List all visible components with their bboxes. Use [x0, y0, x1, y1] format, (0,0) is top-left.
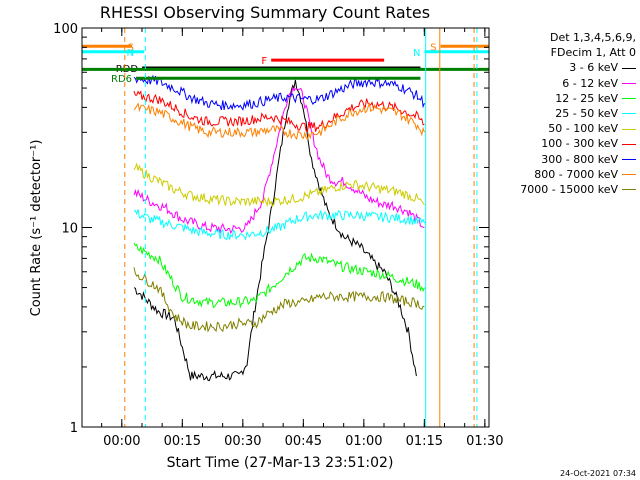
x-tick-label-6: 01:15 — [406, 434, 443, 449]
legend-entry-8: 800 - 7000 keV — [520, 167, 636, 182]
legend-header-line-1: Det 1,3,4,5,6,9, — [549, 31, 636, 44]
series-line-8 — [133, 102, 425, 141]
legend-entry-9: 7000 - 15000 keV — [520, 182, 636, 197]
legend-entry-6: 100 - 300 keV — [520, 136, 636, 151]
x-tick-label-2: 00:15 — [164, 434, 201, 449]
legend-swatch — [622, 83, 636, 85]
legend-swatch — [622, 159, 636, 160]
vertical-markers — [124, 28, 478, 427]
x-tick-label-4: 00:45 — [285, 434, 322, 449]
flag-label-2: S — [430, 42, 436, 53]
legend-entry-5: 50 - 100 keV — [520, 121, 636, 136]
legend-entry-3: 12 - 25 keV — [520, 91, 636, 106]
series-line-4 — [134, 209, 425, 241]
y-tick-label-3: 100 — [53, 22, 78, 37]
footer-date: 24-Oct-2021 07:34 — [560, 469, 636, 478]
flag-label-1: S — [128, 42, 134, 53]
legend-label: 800 - 7000 keV — [534, 167, 618, 181]
legend-label: 7000 - 15000 keV — [520, 182, 618, 196]
series-line-3 — [133, 242, 425, 309]
series-layer — [133, 74, 425, 382]
series-line-9 — [133, 267, 425, 333]
legend-header-line-2: FDecim 1, Att 0 — [550, 46, 636, 60]
legend-label: 3 - 6 keV — [569, 61, 618, 75]
legend-swatch — [622, 98, 636, 100]
legend-swatch — [622, 67, 636, 69]
x-tick-label-3: 00:30 — [224, 434, 261, 449]
y-tick-label-1: 1 — [70, 421, 78, 436]
legend-swatch — [622, 113, 636, 115]
x-tick-label-7: 01:30 — [466, 434, 503, 449]
chart-title: RHESSI Observing Summary Count Rates — [100, 3, 430, 22]
x-axis-label: Start Time (27-Mar-13 23:51:02) — [167, 455, 394, 471]
legend-swatch — [622, 128, 636, 130]
plot-frame — [81, 27, 490, 428]
legend-label: 100 - 300 keV — [541, 137, 618, 151]
flag-layer: SSNNRDDRD6F — [82, 42, 489, 85]
y-axis-label: Count Rate (s⁻¹ detector⁻¹) — [29, 140, 44, 317]
flag-label-4: N — [413, 48, 420, 59]
flag-label-3: N — [127, 48, 134, 59]
series-line-5 — [133, 162, 425, 208]
x-tick-label-1: 00:00 — [103, 434, 140, 449]
legend-entry-2: 6 - 12 keV — [520, 76, 636, 91]
legend-swatch — [622, 189, 636, 191]
legend-swatch — [622, 174, 636, 176]
series-line-2 — [133, 85, 425, 235]
legend-entry-4: 25 - 50 keV — [520, 106, 636, 121]
flag-label-6: RD6 — [111, 74, 132, 85]
y-axis: 1 10 100 — [53, 22, 489, 436]
legend-label: 25 - 50 keV — [555, 106, 618, 120]
x-axis: 00:00 00:15 00:30 00:45 01:00 01:15 01:30 — [101, 28, 504, 449]
y-tick-label-2: 10 — [61, 222, 78, 237]
legend-swatch — [622, 143, 636, 145]
x-tick-label-5: 01:00 — [345, 434, 382, 449]
series-line-1 — [133, 79, 417, 382]
legend-label: 300 - 800 keV — [541, 152, 618, 166]
legend-label: 50 - 100 keV — [548, 122, 618, 136]
legend: Det 1,3,4,5,6,9, FDecim 1, Att 0 3 - 6 k… — [520, 30, 636, 197]
legend-entry-1: 3 - 6 keV — [520, 60, 636, 75]
legend-entry-7: 300 - 800 keV — [520, 152, 636, 167]
legend-label: 6 - 12 keV — [562, 76, 618, 90]
flag-label-8: F — [261, 56, 267, 67]
legend-label: 12 - 25 keV — [555, 91, 618, 105]
